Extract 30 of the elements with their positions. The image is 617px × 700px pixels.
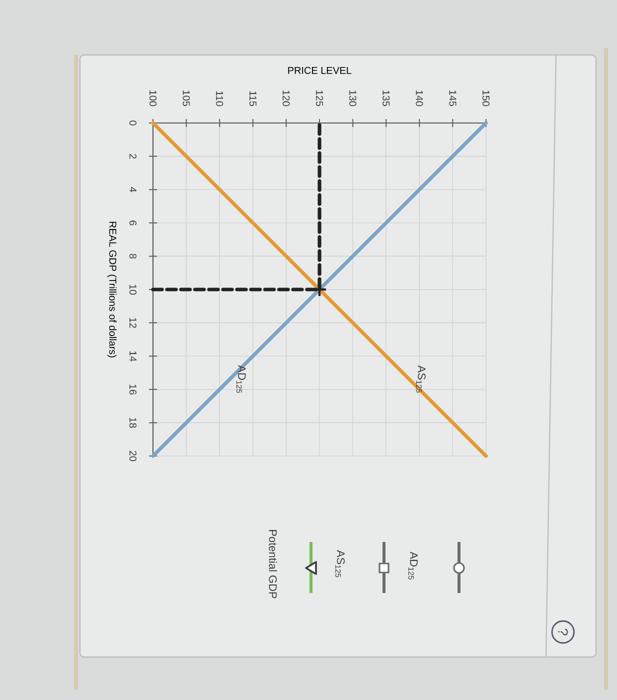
y-tick-label: 4 [130,187,136,192]
y-tick-label: 16 [129,384,136,395]
y-tick-label: 0 [129,120,136,126]
x-tick-label: 135 [382,90,390,106]
y-tick-label: 6 [129,220,136,226]
y-tick-label: 14 [130,351,136,362]
y-tick-label: 20 [129,450,136,462]
text: AD$_{125}$ [408,552,418,580]
text: AS$_{125}$ [416,365,426,393]
x-tick-label: 130 [349,90,356,106]
y-tick-label: 10 [129,284,136,295]
x-tick-label: 120 [282,90,290,106]
x-tick-label: 115 [249,91,256,106]
text: AD$_{125}$ [236,365,246,393]
y-tick-label: 12 [130,318,136,328]
y-tick-label: 18 [129,418,136,428]
x-tick-label: 110 [216,91,224,106]
x-tick-label: 125 [316,90,324,106]
x-tick-label: 100 [149,90,157,106]
text: Potential GDP [268,530,278,598]
y-tick-label: 8 [129,254,136,259]
x-axis-title: PRICE LEVEL [288,66,352,74]
x-tick-label: 145 [449,90,456,106]
x-tick-label: 150 [482,90,490,106]
y-tick-label: 2 [130,154,136,159]
x-tick-label: 140 [416,90,423,106]
text: AS$_{125}$ [335,550,345,578]
y-axis-title: REAL GDP (Trillions of dollars) [107,222,117,358]
text: ? [558,628,568,636]
x-tick-label: 105 [182,90,190,106]
